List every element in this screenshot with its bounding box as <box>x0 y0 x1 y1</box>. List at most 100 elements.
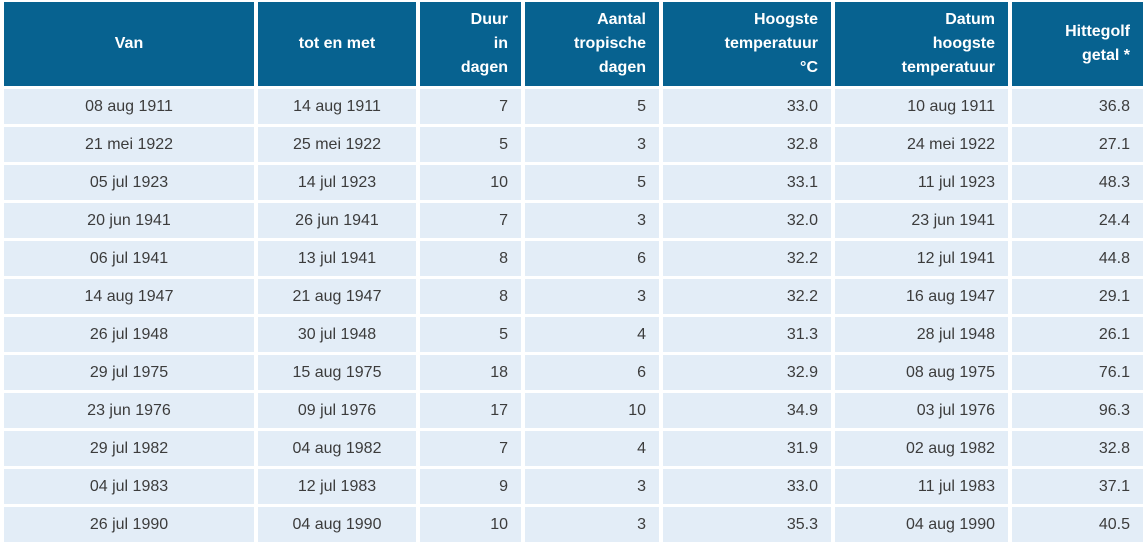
cell-hoogste-temperatuur: 33.0 <box>663 469 831 504</box>
table-row: 26 jul 1948 30 jul 1948 5 4 31.3 28 jul 1948 2… <box>4 317 1143 352</box>
cell-datum-hoogste-temperatuur: 11 jul 1923 <box>835 165 1008 200</box>
cell-aantal-tropische-dagen: 6 <box>525 355 659 390</box>
header-label: °C <box>800 59 818 76</box>
header-row: Van tot en met Duur in dagen Aantal trop… <box>4 2 1143 86</box>
cell-duur-in-dagen: 7 <box>420 431 521 466</box>
cell-aantal-tropische-dagen: 3 <box>525 469 659 504</box>
table-row: 26 jul 1990 04 aug 1990 10 3 35.3 04 aug 1990… <box>4 507 1143 542</box>
cell-tot-en-met: 14 aug 1911 <box>258 89 416 124</box>
col-header-datum-hoogste-temperatuur: Datum hoogste temperatuur <box>835 2 1008 86</box>
cell-hoogste-temperatuur: 31.3 <box>663 317 831 352</box>
cell-aantal-tropische-dagen: 3 <box>525 507 659 542</box>
cell-van: 23 jun 1976 <box>4 393 254 428</box>
cell-tot-en-met: 12 jul 1983 <box>258 469 416 504</box>
header-label: tropische <box>573 35 646 52</box>
cell-hittegolf-getal: 32.8 <box>1012 431 1143 466</box>
cell-aantal-tropische-dagen: 4 <box>525 317 659 352</box>
cell-duur-in-dagen: 7 <box>420 89 521 124</box>
cell-hoogste-temperatuur: 32.8 <box>663 127 831 162</box>
cell-hittegolf-getal: 29.1 <box>1012 279 1143 314</box>
header-label: Hittegolf <box>1065 23 1130 40</box>
cell-hittegolf-getal: 40.5 <box>1012 507 1143 542</box>
cell-hoogste-temperatuur: 34.9 <box>663 393 831 428</box>
cell-tot-en-met: 14 jul 1923 <box>258 165 416 200</box>
cell-datum-hoogste-temperatuur: 12 jul 1941 <box>835 241 1008 276</box>
cell-tot-en-met: 25 mei 1922 <box>258 127 416 162</box>
col-header-hoogste-temperatuur: Hoogste temperatuur °C <box>663 2 831 86</box>
cell-duur-in-dagen: 8 <box>420 241 521 276</box>
cell-van: 14 aug 1947 <box>4 279 254 314</box>
cell-datum-hoogste-temperatuur: 16 aug 1947 <box>835 279 1008 314</box>
cell-hoogste-temperatuur: 32.9 <box>663 355 831 390</box>
cell-van: 29 jul 1975 <box>4 355 254 390</box>
cell-duur-in-dagen: 5 <box>420 127 521 162</box>
col-header-aantal-tropische-dagen: Aantal tropische dagen <box>525 2 659 86</box>
header-label: hoogste <box>932 35 995 52</box>
cell-aantal-tropische-dagen: 3 <box>525 127 659 162</box>
cell-hoogste-temperatuur: 35.3 <box>663 507 831 542</box>
cell-hittegolf-getal: 36.8 <box>1012 89 1143 124</box>
header-label: dagen <box>598 59 646 76</box>
table-row: 21 mei 1922 25 mei 1922 5 3 32.8 24 mei 1922 2… <box>4 127 1143 162</box>
cell-duur-in-dagen: 7 <box>420 203 521 238</box>
cell-hittegolf-getal: 44.8 <box>1012 241 1143 276</box>
cell-hoogste-temperatuur: 32.0 <box>663 203 831 238</box>
table-row: 05 jul 1923 14 jul 1923 10 5 33.1 11 jul 1923… <box>4 165 1143 200</box>
cell-tot-en-met: 04 aug 1982 <box>258 431 416 466</box>
cell-hittegolf-getal: 96.3 <box>1012 393 1143 428</box>
cell-tot-en-met: 21 aug 1947 <box>258 279 416 314</box>
cell-hoogste-temperatuur: 32.2 <box>663 241 831 276</box>
cell-tot-en-met: 30 jul 1948 <box>258 317 416 352</box>
cell-duur-in-dagen: 10 <box>420 165 521 200</box>
cell-hittegolf-getal: 48.3 <box>1012 165 1143 200</box>
cell-van: 20 jun 1941 <box>4 203 254 238</box>
cell-aantal-tropische-dagen: 3 <box>525 279 659 314</box>
cell-datum-hoogste-temperatuur: 08 aug 1975 <box>835 355 1008 390</box>
header-label: getal * <box>1081 47 1130 64</box>
cell-duur-in-dagen: 10 <box>420 507 521 542</box>
cell-aantal-tropische-dagen: 6 <box>525 241 659 276</box>
header-label: Duur <box>470 11 508 28</box>
cell-datum-hoogste-temperatuur: 10 aug 1911 <box>835 89 1008 124</box>
table-row: 23 jun 1976 09 jul 1976 17 10 34.9 03 jul 197… <box>4 393 1143 428</box>
table-row: 06 jul 1941 13 jul 1941 8 6 32.2 12 jul 1941 4… <box>4 241 1143 276</box>
cell-datum-hoogste-temperatuur: 24 mei 1922 <box>835 127 1008 162</box>
header-label: Datum <box>945 11 995 28</box>
col-header-duur-in-dagen: Duur in dagen <box>420 2 521 86</box>
cell-hittegolf-getal: 26.1 <box>1012 317 1143 352</box>
header-label: Van <box>114 35 144 52</box>
header-label: temperatuur <box>901 59 995 76</box>
table-row: 04 jul 1983 12 jul 1983 9 3 33.0 11 jul 1983 3… <box>4 469 1143 504</box>
cell-van: 05 jul 1923 <box>4 165 254 200</box>
cell-aantal-tropische-dagen: 10 <box>525 393 659 428</box>
header-label: tot en met <box>298 35 376 52</box>
col-header-hittegolf-getal: Hittegolf getal * <box>1012 2 1143 86</box>
cell-van: 21 mei 1922 <box>4 127 254 162</box>
col-header-tot-en-met: tot en met <box>258 2 416 86</box>
table-row: 08 aug 1911 14 aug 1911 7 5 33.0 10 aug 1911 3… <box>4 89 1143 124</box>
col-header-van: Van <box>4 2 254 86</box>
cell-duur-in-dagen: 9 <box>420 469 521 504</box>
cell-datum-hoogste-temperatuur: 23 jun 1941 <box>835 203 1008 238</box>
cell-datum-hoogste-temperatuur: 03 jul 1976 <box>835 393 1008 428</box>
cell-van: 26 jul 1990 <box>4 507 254 542</box>
table-header: Van tot en met Duur in dagen Aantal trop… <box>4 2 1143 86</box>
header-label: in <box>493 35 508 52</box>
cell-van: 26 jul 1948 <box>4 317 254 352</box>
cell-datum-hoogste-temperatuur: 04 aug 1990 <box>835 507 1008 542</box>
cell-datum-hoogste-temperatuur: 11 jul 1983 <box>835 469 1008 504</box>
cell-hoogste-temperatuur: 33.1 <box>663 165 831 200</box>
cell-datum-hoogste-temperatuur: 28 jul 1948 <box>835 317 1008 352</box>
cell-duur-in-dagen: 8 <box>420 279 521 314</box>
cell-hittegolf-getal: 37.1 <box>1012 469 1143 504</box>
cell-aantal-tropische-dagen: 3 <box>525 203 659 238</box>
cell-tot-en-met: 09 jul 1976 <box>258 393 416 428</box>
cell-hittegolf-getal: 24.4 <box>1012 203 1143 238</box>
header-label: Hoogste <box>754 11 818 28</box>
cell-van: 06 jul 1941 <box>4 241 254 276</box>
cell-tot-en-met: 26 jun 1941 <box>258 203 416 238</box>
cell-datum-hoogste-temperatuur: 02 aug 1982 <box>835 431 1008 466</box>
table-body: 08 aug 1911 14 aug 1911 7 5 33.0 10 aug 1911 3… <box>4 89 1143 542</box>
table-row: 14 aug 1947 21 aug 1947 8 3 32.2 16 aug 1947 2… <box>4 279 1143 314</box>
